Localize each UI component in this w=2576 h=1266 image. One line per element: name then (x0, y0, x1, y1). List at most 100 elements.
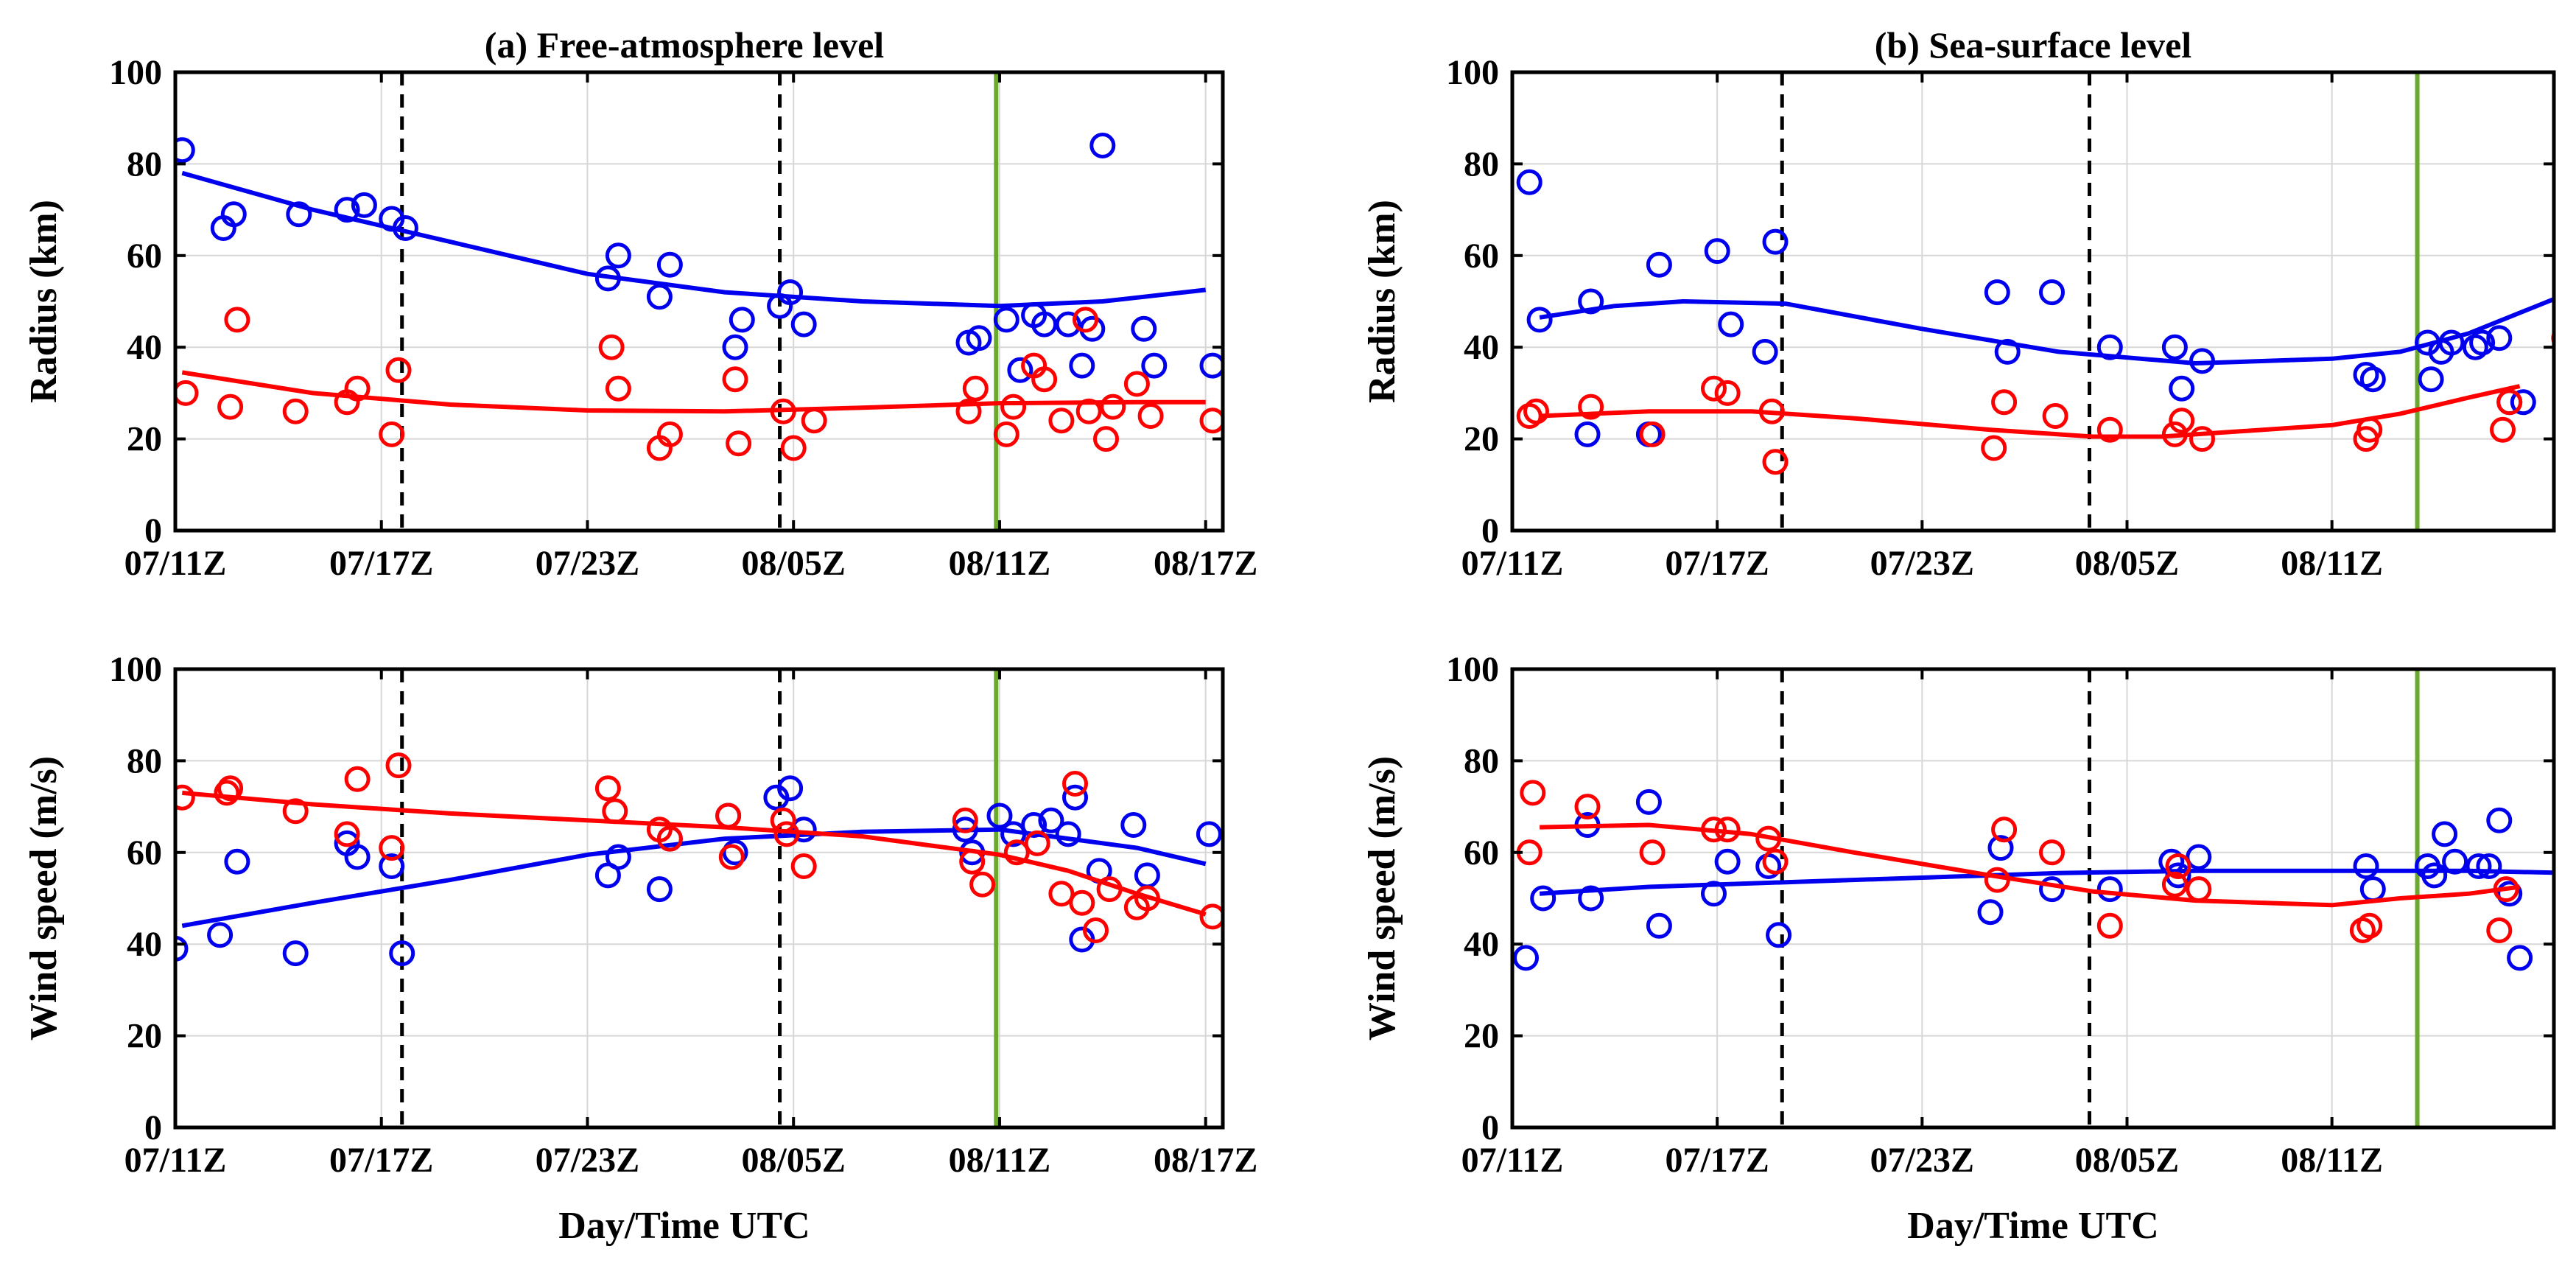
blue-data-point (1646, 912, 1672, 939)
red-data-point (1984, 867, 2010, 893)
red-data-point (1096, 876, 1123, 903)
red-data-point (2161, 871, 2188, 898)
blue-data-point (2353, 853, 2379, 879)
x-tick-label: 07/11Z (1461, 1141, 1564, 1180)
blue-data-point (2189, 348, 2215, 374)
red-data-point (1714, 816, 1741, 843)
blue-data-point (2510, 389, 2536, 416)
blue-data-point (2161, 334, 2188, 360)
red-data-point (2490, 416, 2516, 443)
red-data-point (385, 752, 412, 779)
red-data-point (1024, 830, 1050, 856)
blue-data-point (1516, 169, 1543, 195)
red-data-point (1714, 380, 1741, 406)
red-data-point (2039, 839, 2065, 866)
x-tick-label: 07/23Z (536, 544, 639, 583)
red-data-point (722, 366, 748, 393)
red-data-point (1520, 780, 1546, 806)
red-data-point (1199, 408, 1223, 434)
x-tick-label: 07/23Z (536, 1141, 639, 1180)
blue-data-point (1526, 307, 1553, 333)
y-tick-label: 40 (1464, 925, 1499, 964)
red-data-point (214, 780, 240, 806)
blue-data-point (1062, 784, 1088, 811)
red-data-point (2551, 330, 2554, 346)
blue-data-point (334, 197, 360, 223)
red-data-point (1048, 881, 1075, 907)
y-tick-label: 40 (127, 328, 162, 367)
red-data-point (656, 421, 683, 447)
x-tick-label: 08/05Z (2075, 544, 2179, 583)
x-tick-label: 08/05Z (742, 544, 846, 583)
red-data-point (2165, 853, 2191, 879)
blue-data-point (656, 251, 683, 278)
blue-data-point (220, 201, 247, 228)
red-data-point (344, 766, 371, 792)
axes-frame (1510, 70, 2556, 533)
blue-data-point (1704, 238, 1730, 265)
y-tick-label: 0 (144, 1108, 162, 1147)
blue-data-point (207, 922, 234, 948)
red-data-point (770, 398, 796, 424)
blue-data-point (986, 802, 1013, 829)
y-tick-label: 20 (1464, 1017, 1499, 1056)
red-data-point (952, 807, 978, 833)
blue-data-point (2560, 842, 2576, 864)
blue-data-point (1578, 885, 1604, 912)
red-data-point (993, 421, 1019, 447)
blue-data-point (2476, 853, 2502, 879)
plot-area (1513, 669, 2576, 1127)
blue-data-point (286, 201, 312, 228)
red-data-point (602, 798, 628, 825)
y-tick-label: 60 (127, 833, 162, 872)
blue-data-point (729, 307, 755, 333)
blue-data-point (1069, 352, 1095, 379)
red-data-point (726, 430, 752, 457)
plot-area (1516, 72, 2554, 531)
y-tick-label: 80 (127, 144, 162, 183)
axes-frame (173, 667, 1225, 1130)
panel-b-title: (b) Sea-surface level (1875, 24, 2192, 66)
blue-data-point (1635, 788, 1662, 815)
blue-data-point (392, 215, 418, 241)
blue-trend-line (1539, 297, 2554, 366)
blue-data-point (605, 844, 631, 870)
blue-data-point (646, 284, 673, 310)
red-data-point (175, 784, 195, 811)
x-tick-label: 08/17Z (1154, 1141, 1257, 1180)
blue-data-point (379, 853, 405, 879)
red-data-point (2096, 912, 2123, 939)
red-data-point (1062, 771, 1088, 797)
red-data-point (1758, 398, 1785, 424)
blue-data-point (1055, 821, 1081, 847)
blue-data-point (966, 325, 992, 352)
blue-data-point (952, 816, 978, 843)
blue-data-point (1994, 338, 2021, 365)
red-data-point (1701, 375, 1727, 402)
x-tick-label: 08/05Z (2075, 1141, 2179, 1180)
red-data-point (1093, 426, 1119, 452)
blue-data-point (2096, 334, 2123, 360)
red-data-point (2557, 819, 2576, 841)
blue-data-point (646, 876, 673, 903)
y-tick-label: 0 (144, 511, 162, 550)
red-data-point (224, 307, 250, 333)
blue-data-point (351, 192, 377, 218)
red-data-point (780, 435, 807, 461)
red-data-point (605, 375, 631, 402)
blue-data-point (1718, 311, 1744, 338)
blue-data-point (2186, 844, 2212, 870)
blue-data-point (790, 816, 817, 843)
blue-data-point (1987, 835, 2014, 861)
y-tick-label: 100 (1446, 650, 1499, 689)
red-data-point (959, 848, 986, 875)
blue-data-point (175, 137, 195, 164)
blue-data-point (2039, 876, 2065, 903)
red-data-point (1069, 889, 1095, 916)
blue-data-point (1530, 885, 1557, 912)
blue-data-point (1120, 812, 1147, 838)
blue-data-point (1752, 338, 1778, 365)
blue-data-point (2496, 881, 2523, 907)
panel-a-title: (a) Free-atmosphere level (485, 24, 884, 66)
